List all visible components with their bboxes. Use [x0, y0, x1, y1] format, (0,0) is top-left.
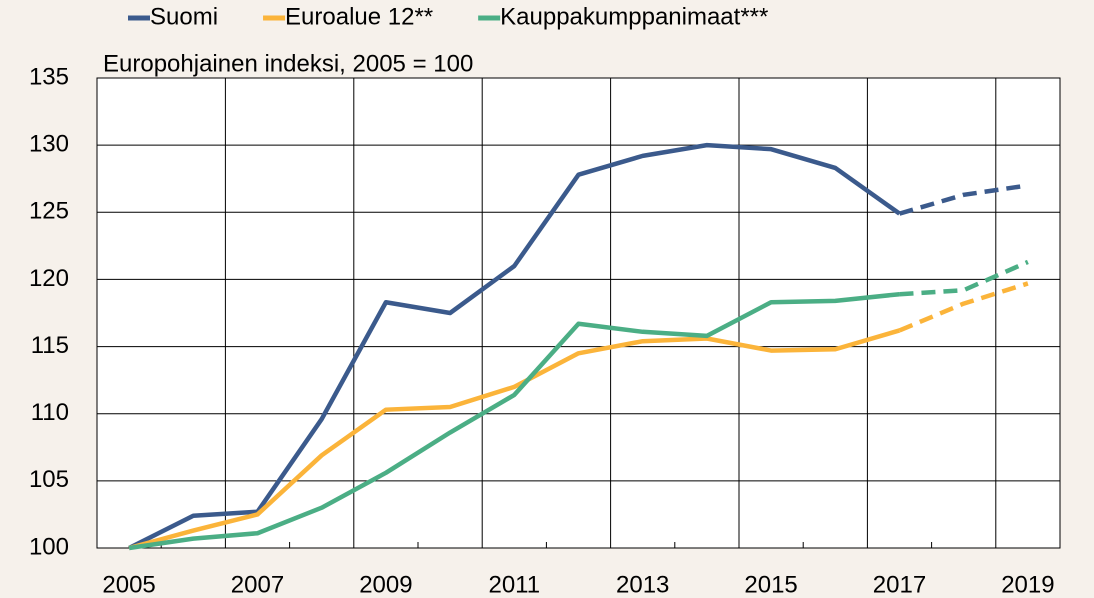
x-tick-label: 2017 [873, 571, 926, 598]
y-tick-label: 130 [29, 130, 69, 157]
series-line [128, 291, 900, 551]
y-tick-label: 100 [29, 533, 69, 560]
legend-label: Euroalue 12** [285, 3, 433, 30]
legend-label: Kauppakumppanimaat*** [500, 3, 768, 30]
series-line-forecast [898, 183, 1029, 216]
x-tick-label: 2013 [616, 571, 669, 598]
x-tick-label: 2011 [488, 571, 540, 598]
series-line-forecast [898, 281, 1029, 333]
y-tick-label: 135 [29, 63, 69, 90]
x-tick-label: 2009 [359, 571, 412, 598]
y-tick-label: 105 [29, 466, 69, 493]
y-tick-label: 125 [29, 198, 69, 225]
y-tick-label: 115 [31, 332, 69, 359]
x-tick-label: 2005 [102, 571, 155, 598]
chart-subtitle: Europohjainen indeksi, 2005 = 100 [103, 50, 473, 77]
x-tick-label: 2015 [744, 571, 797, 598]
plot-area [96, 77, 1061, 549]
x-tick-label: 2019 [1001, 571, 1054, 598]
series-line [128, 328, 901, 551]
y-tick-label: 110 [31, 399, 69, 426]
legend-label: Suomi [150, 3, 218, 30]
x-tick-label: 2007 [231, 571, 284, 598]
series-line-forecast [899, 259, 1029, 297]
y-tick-label: 120 [29, 265, 69, 292]
